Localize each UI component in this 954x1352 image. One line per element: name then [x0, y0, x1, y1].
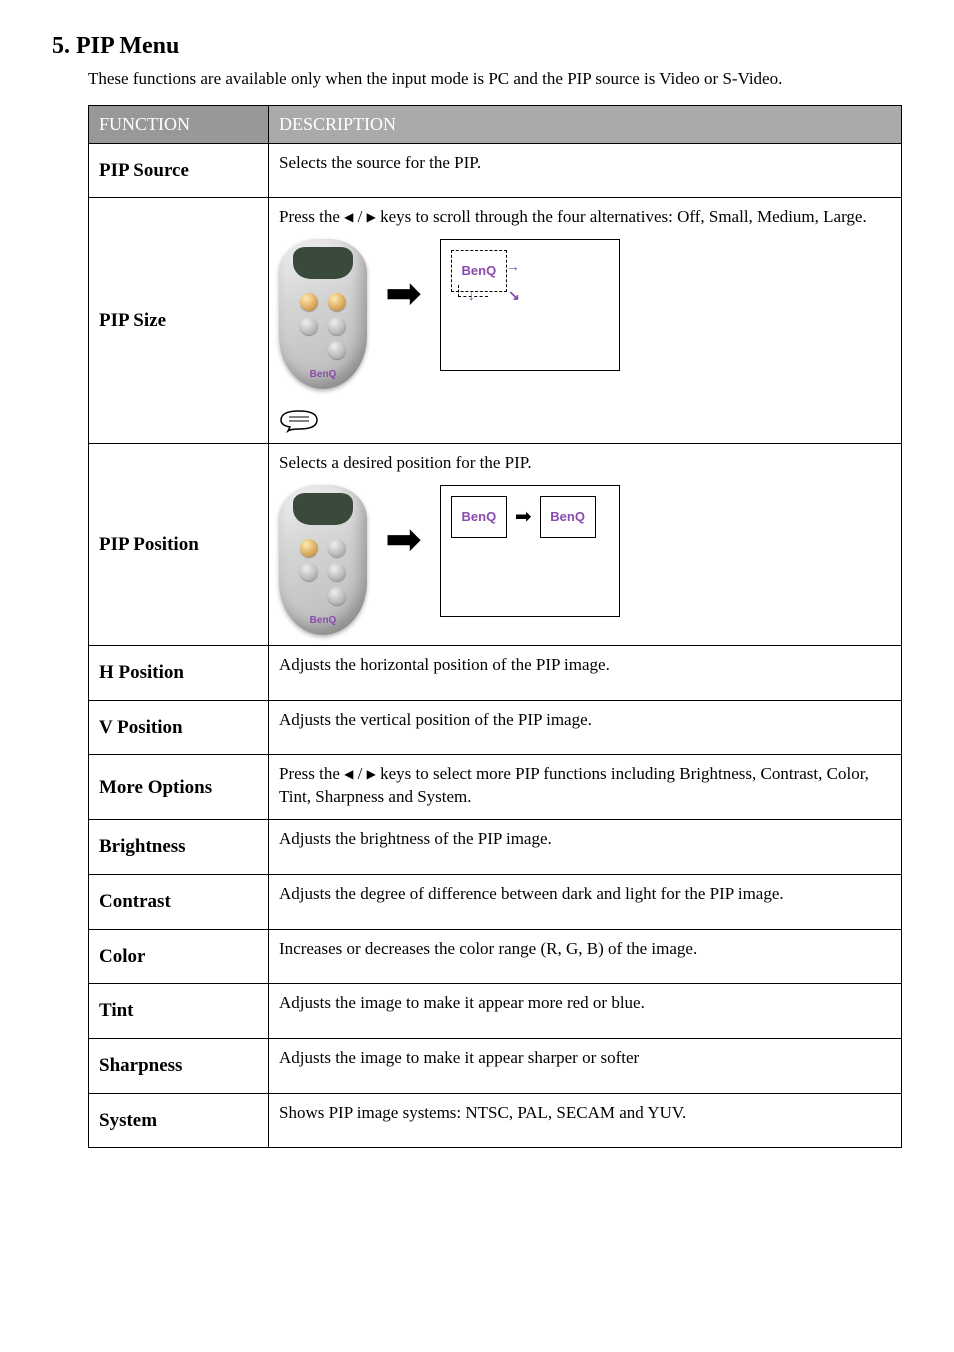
row-desc: Selects a desired position for the PIP. …	[269, 444, 902, 646]
header-description: DESCRIPTION	[269, 106, 902, 143]
arrow-right-icon: ➡	[385, 272, 422, 316]
row-desc: Adjusts the vertical position of the PIP…	[269, 700, 902, 755]
right-key-icon: ▶	[367, 210, 376, 224]
right-key-icon: ▶	[367, 767, 376, 781]
pip-window-icon: BenQ	[451, 496, 507, 538]
desc-text: Selects a desired position for the PIP.	[279, 452, 891, 475]
pip-position-diagram: BenQ ➡ BenQ ➡ BenQ	[279, 485, 891, 635]
left-key-icon: ◀	[344, 210, 353, 224]
row-label: Sharpness	[89, 1038, 269, 1093]
remote-control-icon: BenQ	[279, 239, 367, 389]
pip-window-icon: BenQ	[540, 496, 596, 538]
desc-text: Press the ◀ / ▶ keys to scroll through t…	[279, 207, 867, 226]
table-row: Contrast Adjusts the degree of differenc…	[89, 874, 902, 929]
row-label: More Options	[89, 755, 269, 820]
row-desc: Adjusts the image to make it appear shar…	[269, 1038, 902, 1093]
row-label: H Position	[89, 646, 269, 701]
row-label: Contrast	[89, 874, 269, 929]
row-desc: Adjusts the image to make it appear more…	[269, 984, 902, 1039]
row-desc: Selects the source for the PIP.	[269, 143, 902, 198]
table-row: PIP Size Press the ◀ / ▶ keys to scroll …	[89, 198, 902, 444]
pip-window-icon: BenQ → ↘ ↓	[451, 250, 507, 292]
table-row: Brightness Adjusts the brightness of the…	[89, 820, 902, 875]
table-row: More Options Press the ◀ / ▶ keys to sel…	[89, 755, 902, 820]
table-row: System Shows PIP image systems: NTSC, PA…	[89, 1093, 902, 1148]
note-icon	[279, 407, 891, 433]
header-function: FUNCTION	[89, 106, 269, 143]
brand-label: BenQ	[279, 614, 367, 628]
remote-control-icon: BenQ	[279, 485, 367, 635]
arrow-right-icon: ➡	[515, 504, 532, 531]
row-label: PIP Size	[89, 198, 269, 444]
table-row: PIP Source Selects the source for the PI…	[89, 143, 902, 198]
row-label: V Position	[89, 700, 269, 755]
row-desc: Increases or decreases the color range (…	[269, 929, 902, 984]
row-label: Brightness	[89, 820, 269, 875]
row-desc: Shows PIP image systems: NTSC, PAL, SECA…	[269, 1093, 902, 1148]
row-desc: Adjusts the brightness of the PIP image.	[269, 820, 902, 875]
row-desc: Press the ◀ / ▶ keys to scroll through t…	[269, 198, 902, 444]
page-title: 5. PIP Menu	[52, 30, 902, 62]
left-key-icon: ◀	[344, 767, 353, 781]
intro-text: These functions are available only when …	[88, 68, 902, 91]
row-desc: Adjusts the degree of difference between…	[269, 874, 902, 929]
row-label: PIP Position	[89, 444, 269, 646]
row-desc: Press the ◀ / ▶ keys to select more PIP …	[269, 755, 902, 820]
pip-menu-table: FUNCTION DESCRIPTION PIP Source Selects …	[88, 105, 902, 1148]
table-row: Tint Adjusts the image to make it appear…	[89, 984, 902, 1039]
table-row: H Position Adjusts the horizontal positi…	[89, 646, 902, 701]
pip-size-diagram: BenQ ➡ BenQ → ↘ ↓	[279, 239, 891, 389]
row-label: Color	[89, 929, 269, 984]
table-row: PIP Position Selects a desired position …	[89, 444, 902, 646]
row-label: PIP Source	[89, 143, 269, 198]
table-row: Color Increases or decreases the color r…	[89, 929, 902, 984]
screen-preview: BenQ ➡ BenQ	[440, 485, 620, 617]
row-desc: Adjusts the horizontal position of the P…	[269, 646, 902, 701]
arrow-right-icon: ➡	[385, 518, 422, 562]
row-label: System	[89, 1093, 269, 1148]
table-row: Sharpness Adjusts the image to make it a…	[89, 1038, 902, 1093]
brand-label: BenQ	[279, 368, 367, 382]
screen-preview: BenQ → ↘ ↓	[440, 239, 620, 371]
table-row: V Position Adjusts the vertical position…	[89, 700, 902, 755]
row-label: Tint	[89, 984, 269, 1039]
